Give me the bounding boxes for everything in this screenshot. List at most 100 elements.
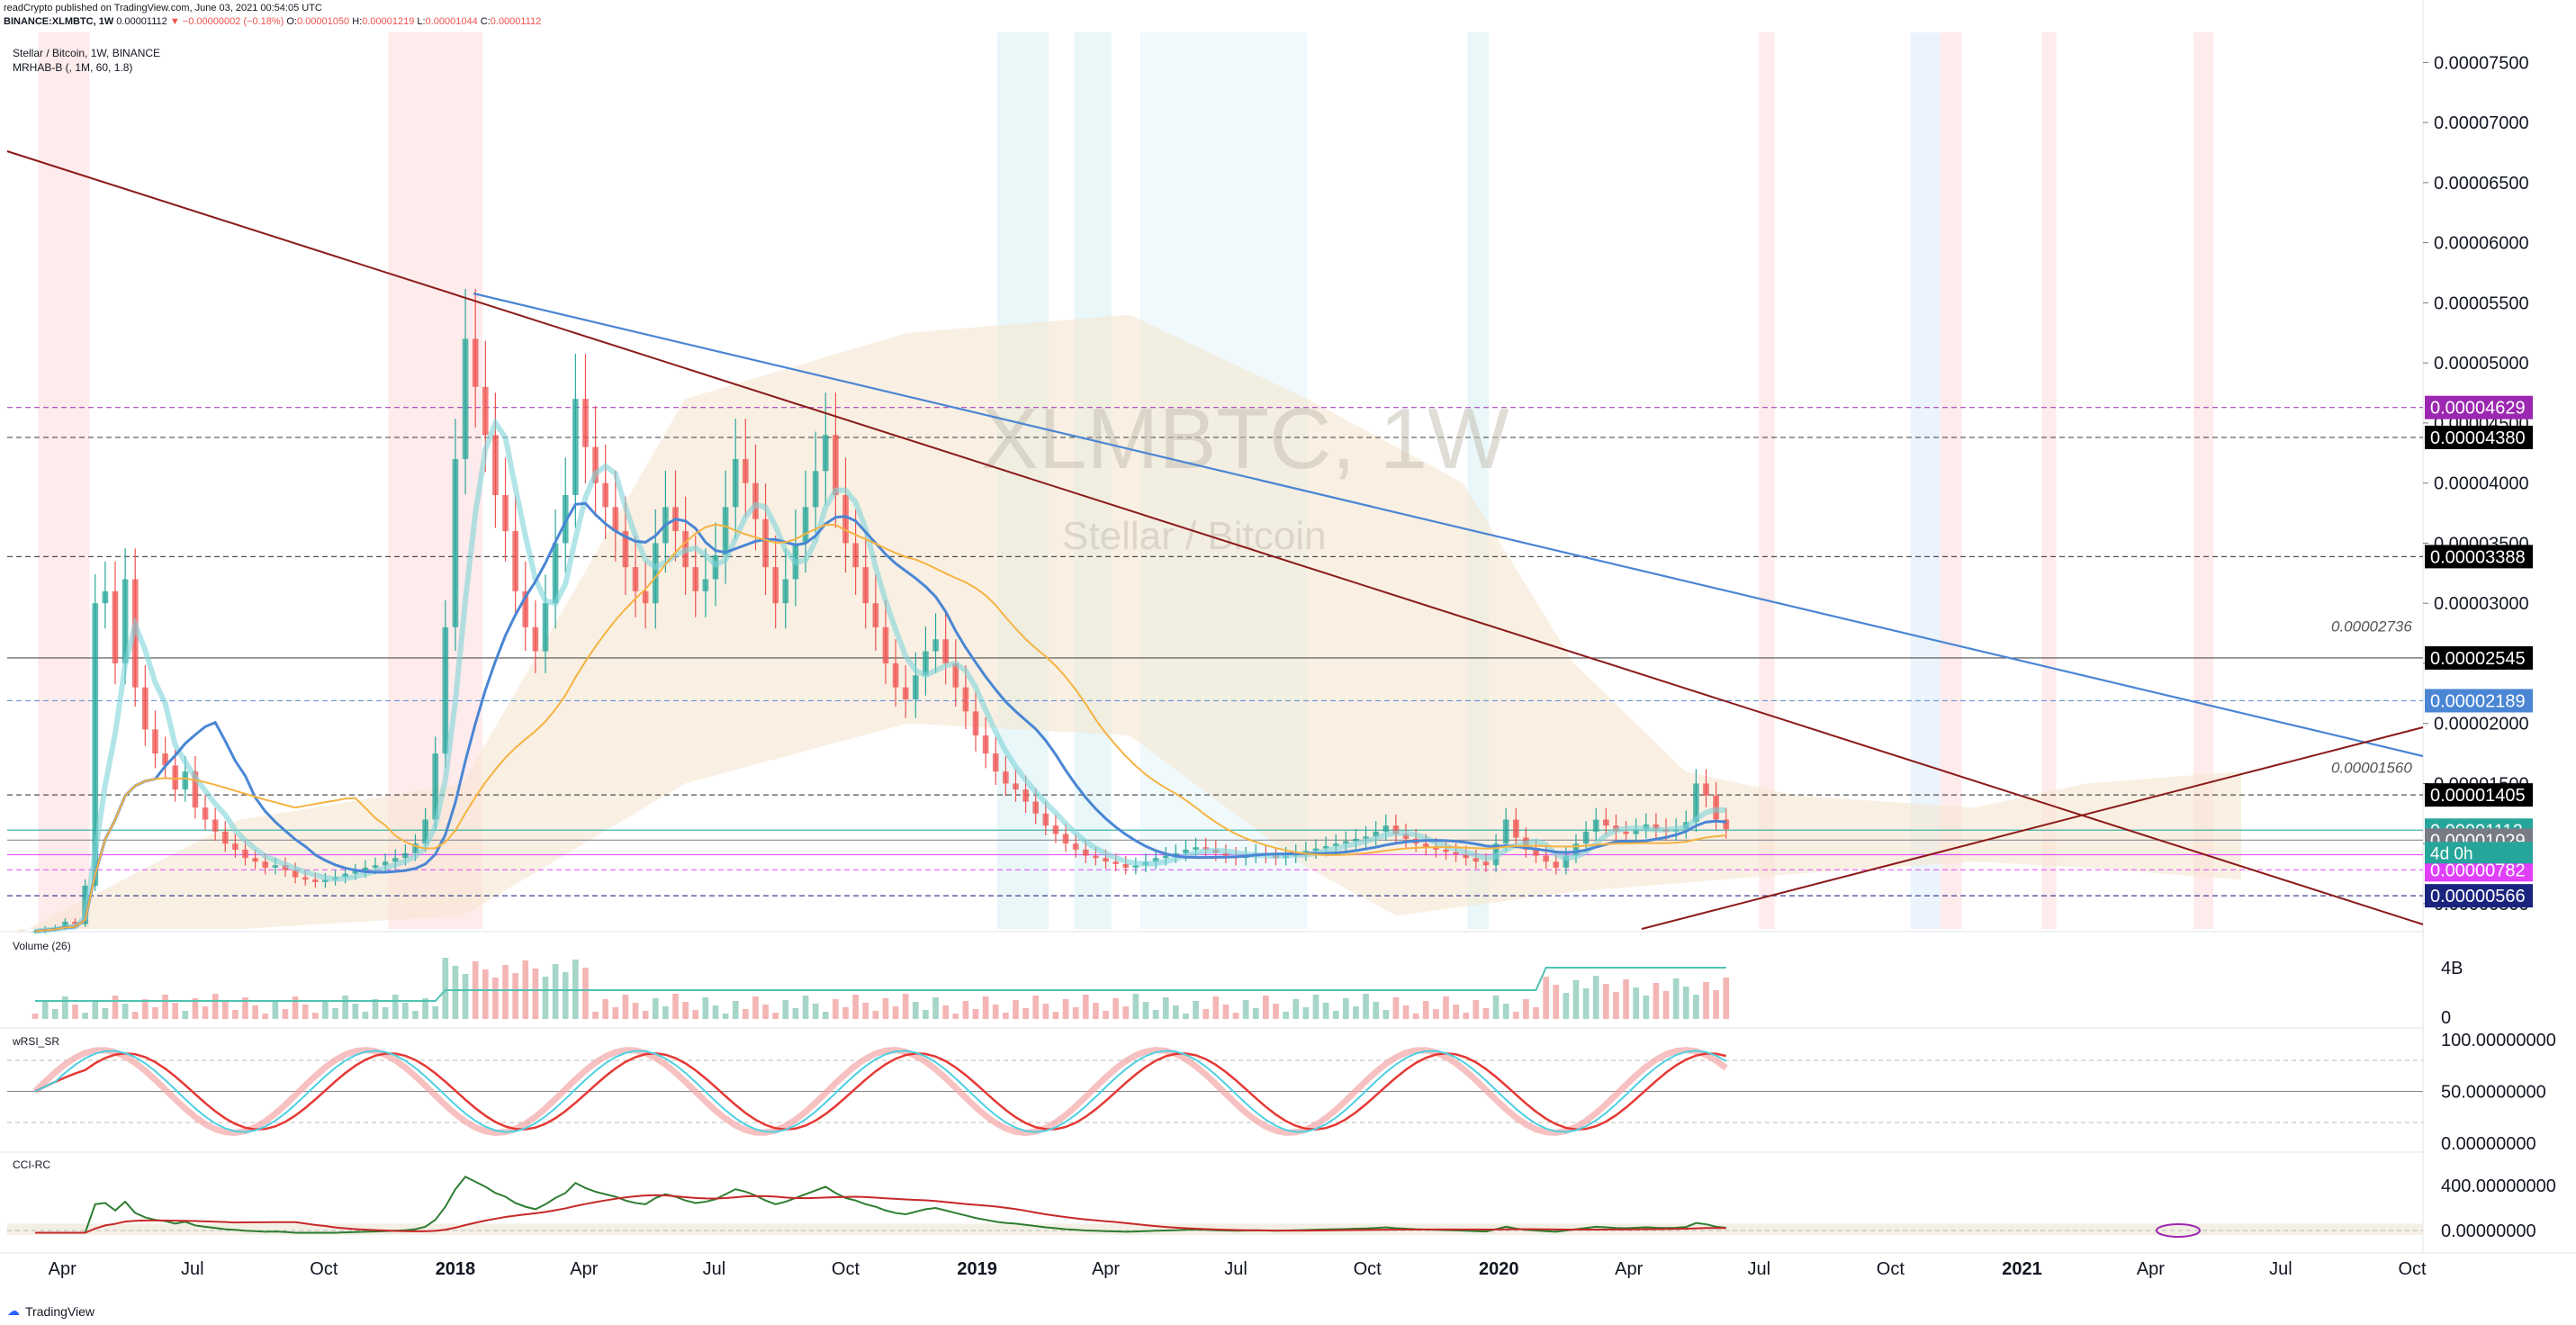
candle xyxy=(221,821,229,852)
volume-bar xyxy=(902,994,909,1019)
x-tick-label: Apr xyxy=(1092,1259,1120,1279)
volume-bar xyxy=(1222,1005,1229,1019)
volume-bar xyxy=(1453,1005,1459,1019)
volume-bar xyxy=(1252,1008,1259,1019)
candle xyxy=(642,561,649,629)
candle-body xyxy=(782,579,789,604)
price-label-box xyxy=(2425,395,2533,419)
candle-body xyxy=(1183,849,1189,853)
rsi-fast-line xyxy=(34,1050,1727,1133)
candle-body xyxy=(1312,848,1320,852)
x-tick-label: Jul xyxy=(1224,1259,1247,1279)
candle-body xyxy=(522,590,529,627)
ohlc-close: 0.00001112 xyxy=(490,16,542,27)
candle-body xyxy=(1563,855,1570,868)
volume-bar xyxy=(1713,990,1719,1019)
volume-bar xyxy=(392,995,399,1019)
price-label: 0.00004380 xyxy=(2430,428,2526,448)
candle xyxy=(162,736,168,780)
volume-bar xyxy=(402,1003,409,1019)
volume-bar xyxy=(892,1006,899,1019)
candle-body xyxy=(1623,831,1629,834)
volume-bar xyxy=(752,996,759,1019)
candle-body xyxy=(692,567,699,591)
candle xyxy=(462,288,469,495)
volume-bar xyxy=(742,1009,749,1019)
ticker: BINANCE:XLMBTC, 1W xyxy=(4,16,114,27)
candle-body xyxy=(212,819,219,832)
candle-body xyxy=(1533,849,1539,856)
volume-bar xyxy=(1212,996,1220,1019)
rsi-axis-label: 100.00000000 xyxy=(2441,1031,2556,1050)
candle-body xyxy=(862,567,869,604)
candle-body xyxy=(311,879,319,882)
x-tick-label: Jul xyxy=(703,1259,726,1279)
candle-body xyxy=(1363,836,1369,839)
y-tick-label: 0.00005500 xyxy=(2434,293,2529,313)
volume-bar xyxy=(1602,984,1609,1019)
volume-bar xyxy=(982,996,989,1019)
candle xyxy=(962,665,969,729)
candle xyxy=(252,849,258,870)
volume-bar xyxy=(1373,1002,1379,1019)
volume-bar xyxy=(192,998,199,1019)
price-change: −0.00000002 (−0.18%) xyxy=(182,16,284,27)
candle xyxy=(552,509,559,629)
cci-label[interactable]: CCI-RC xyxy=(13,1158,50,1171)
candle xyxy=(102,561,109,629)
volume-bar xyxy=(932,997,939,1019)
volume-bar xyxy=(702,997,709,1019)
indicator-label[interactable]: MRHAB-B (, 1M, 60, 1.8) xyxy=(13,61,133,74)
volume-bar xyxy=(142,999,149,1019)
x-tick-label: 2019 xyxy=(957,1259,997,1279)
candle-body xyxy=(1482,861,1490,866)
cci-signal-line xyxy=(35,1194,1726,1234)
candle-body xyxy=(542,603,549,652)
blue-resistance-trendline xyxy=(473,292,2424,758)
volume-bar xyxy=(1172,1005,1179,1019)
footer-brand[interactable]: ☁ TradingView xyxy=(7,1303,95,1319)
volume-bar xyxy=(422,998,428,1019)
y-tick-label: 0.00004000 xyxy=(2434,474,2529,494)
volume-bar xyxy=(842,1007,849,1019)
volume-bar xyxy=(452,966,459,1019)
candle-body xyxy=(1162,855,1169,859)
y-tick-label: 0.00003000 xyxy=(2434,594,2529,614)
rsi-label[interactable]: wRSI_SR xyxy=(13,1035,60,1048)
volume-bar xyxy=(862,1003,869,1019)
ma-fast-band xyxy=(34,417,1726,934)
candle-body xyxy=(642,590,649,604)
volume-bar xyxy=(1312,995,1320,1019)
candle-body xyxy=(652,543,659,604)
candle-body xyxy=(1082,849,1089,856)
candle-body xyxy=(1072,843,1079,850)
volume-axis-label: 0 xyxy=(2441,1008,2451,1028)
volume-bar xyxy=(1492,996,1500,1019)
volume-axis-label: 4B xyxy=(2441,959,2463,978)
y-tick-label: 0.00006500 xyxy=(2434,174,2529,194)
price-label: 0.00004629 xyxy=(2430,399,2526,419)
candle-body xyxy=(122,579,129,663)
candle xyxy=(1003,756,1009,797)
y-tick-label: 0.00006000 xyxy=(2434,234,2529,254)
candle-body xyxy=(982,735,989,754)
candle-body xyxy=(32,931,39,933)
candle-body xyxy=(842,495,849,544)
candle-body xyxy=(1453,852,1459,855)
candle-body xyxy=(1342,841,1349,844)
volume-bar xyxy=(342,996,349,1019)
candle-body xyxy=(362,867,369,871)
candle xyxy=(1723,807,1730,839)
candle-body xyxy=(1122,863,1130,868)
watermark-desc: Stellar / Bitcoin xyxy=(1062,514,1326,558)
volume-bar xyxy=(652,998,659,1019)
price-label: 0.00002545 xyxy=(2430,649,2526,669)
candle xyxy=(572,354,579,528)
candle-body xyxy=(752,482,759,519)
volume-bar xyxy=(152,1007,158,1019)
volume-label[interactable]: Volume (26) xyxy=(13,940,71,952)
volume-bar xyxy=(1653,983,1660,1019)
volume-bar xyxy=(532,969,539,1019)
symbol-title[interactable]: Stellar / Bitcoin, 1W, BINANCE xyxy=(13,47,161,59)
